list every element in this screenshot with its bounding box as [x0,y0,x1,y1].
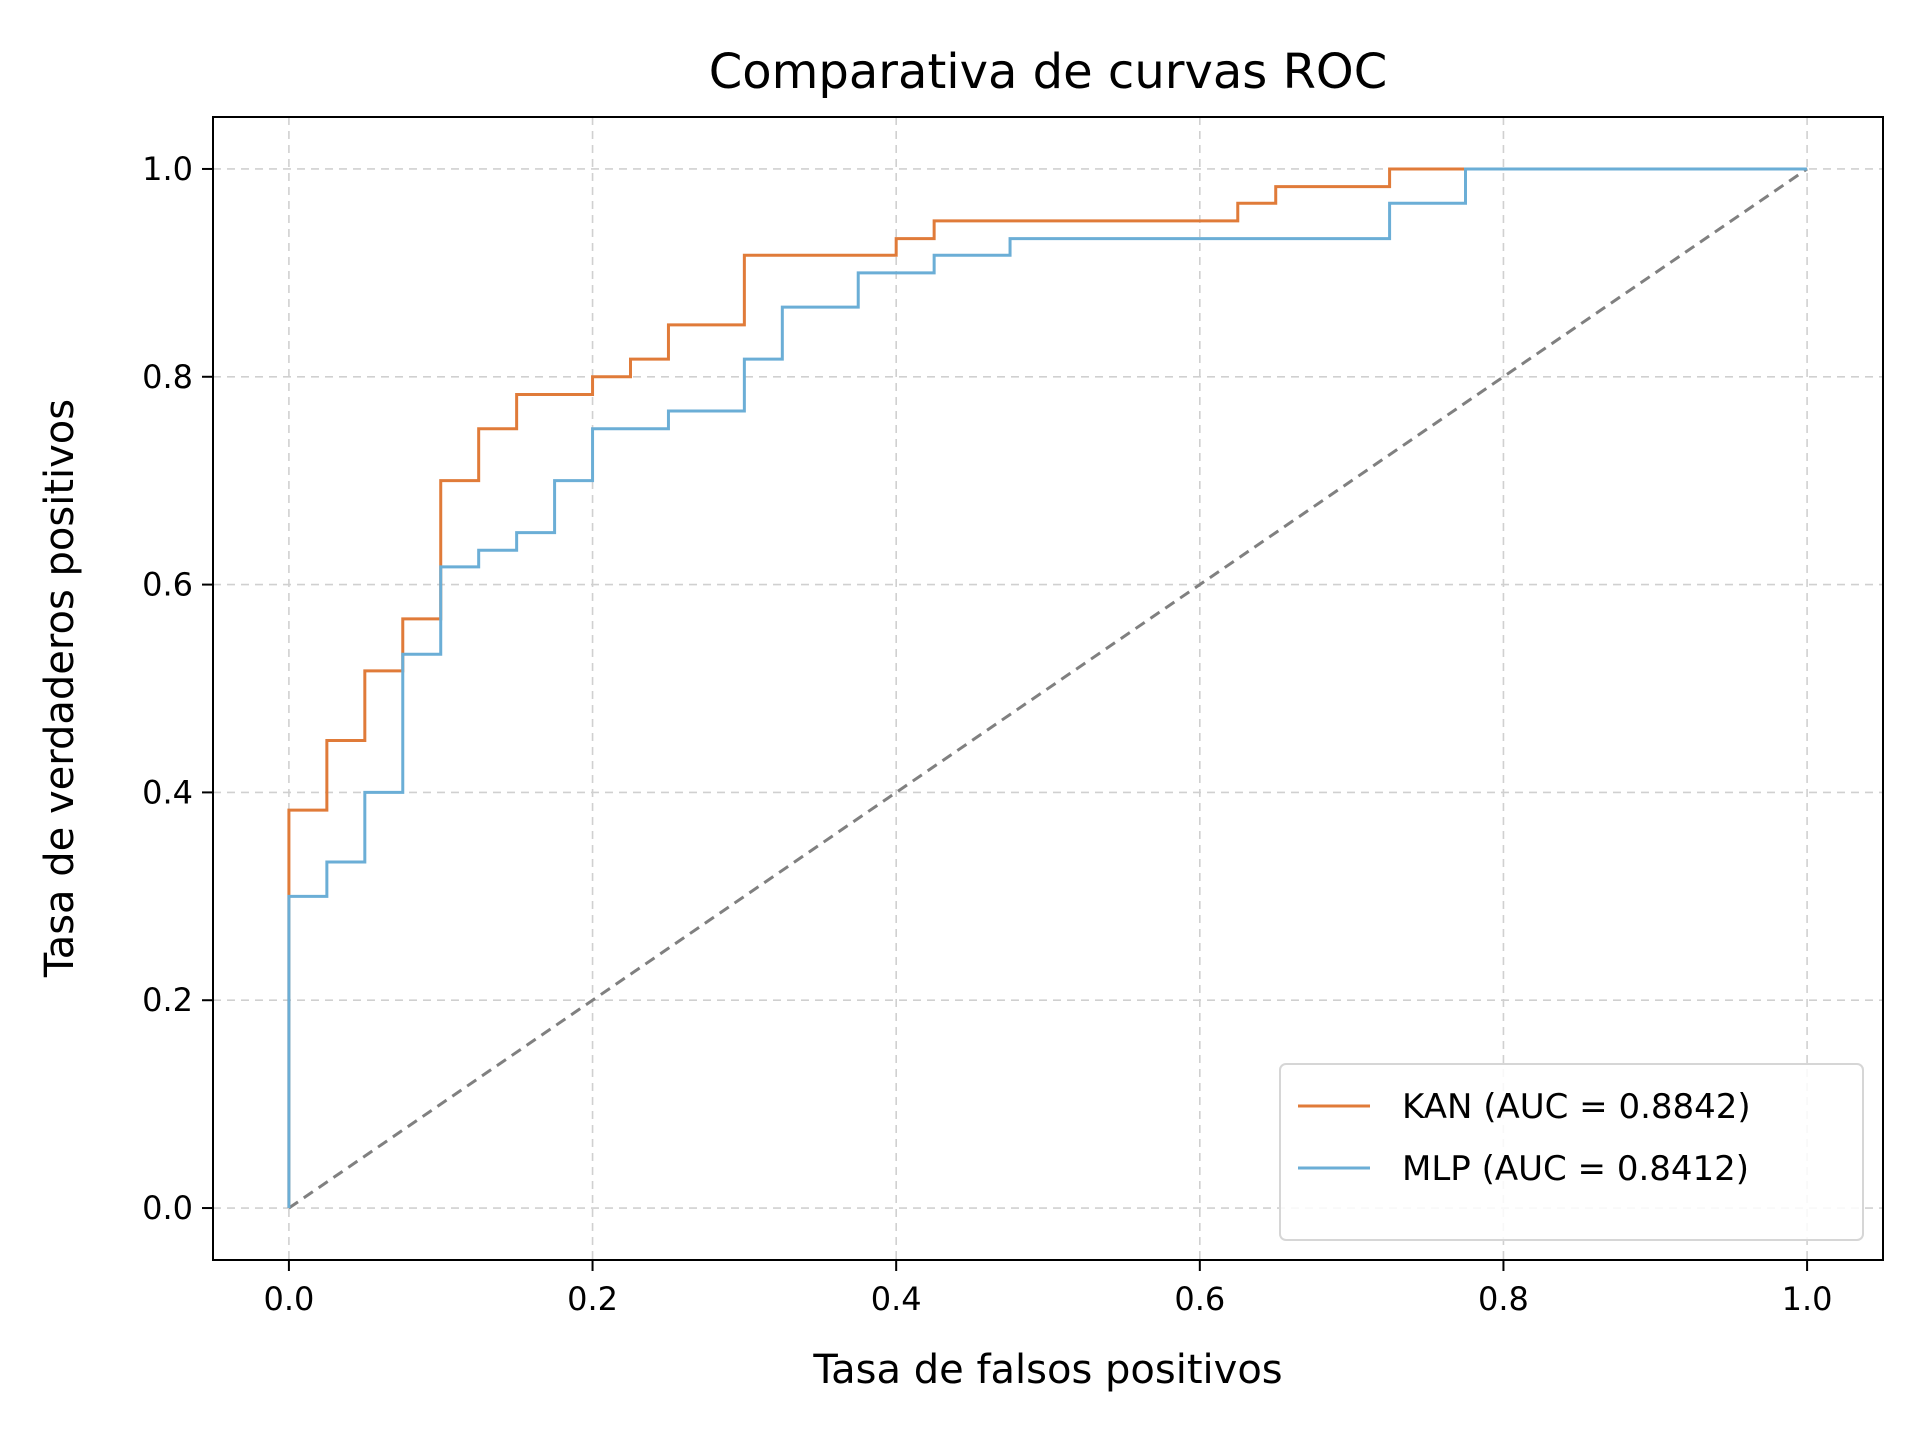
chart-title: Comparativa de curvas ROC [709,44,1387,100]
y-tick-label: 0.0 [142,1189,193,1227]
y-tick-label: 1.0 [142,150,193,188]
x-tick-label: 1.0 [1782,1280,1833,1318]
axis-ticks: 0.0 0.2 0.4 0.6 0.8 1.0 0.0 0.2 0.4 0.6 0.8 1.0 [142,150,1832,1318]
y-tick-label: 0.8 [142,358,193,396]
series-lines [287,167,1808,1210]
y-tick-label: 0.2 [142,981,193,1019]
y-tick-label: 0.6 [142,566,193,604]
x-tick-label: 0.4 [871,1280,922,1318]
x-tick-label: 0.6 [1174,1280,1225,1318]
plot-frame [212,116,1884,1261]
legend: KAN (AUC = 0.8842) MLP (AUC = 0.8412) [1279,1063,1864,1241]
x-tick-label: 0.0 [263,1280,314,1318]
y-tick-label: 0.4 [142,773,193,811]
x-tick-label: 0.8 [1478,1280,1529,1318]
x-tick-label: 0.2 [567,1280,618,1318]
x-axis-label: Tasa de falsos positivos [812,1347,1282,1393]
series-line-kan [287,167,1808,1209]
y-axis-label: Tasa de verdaderos positivos [37,399,83,978]
legend-label: MLP (AUC = 0.8412) [1402,1149,1749,1189]
chance-diagonal-line [288,167,1808,1210]
legend-label: KAN (AUC = 0.8842) [1402,1087,1751,1127]
series-line-mlp [287,167,1808,1209]
legend-box [1279,1063,1864,1241]
